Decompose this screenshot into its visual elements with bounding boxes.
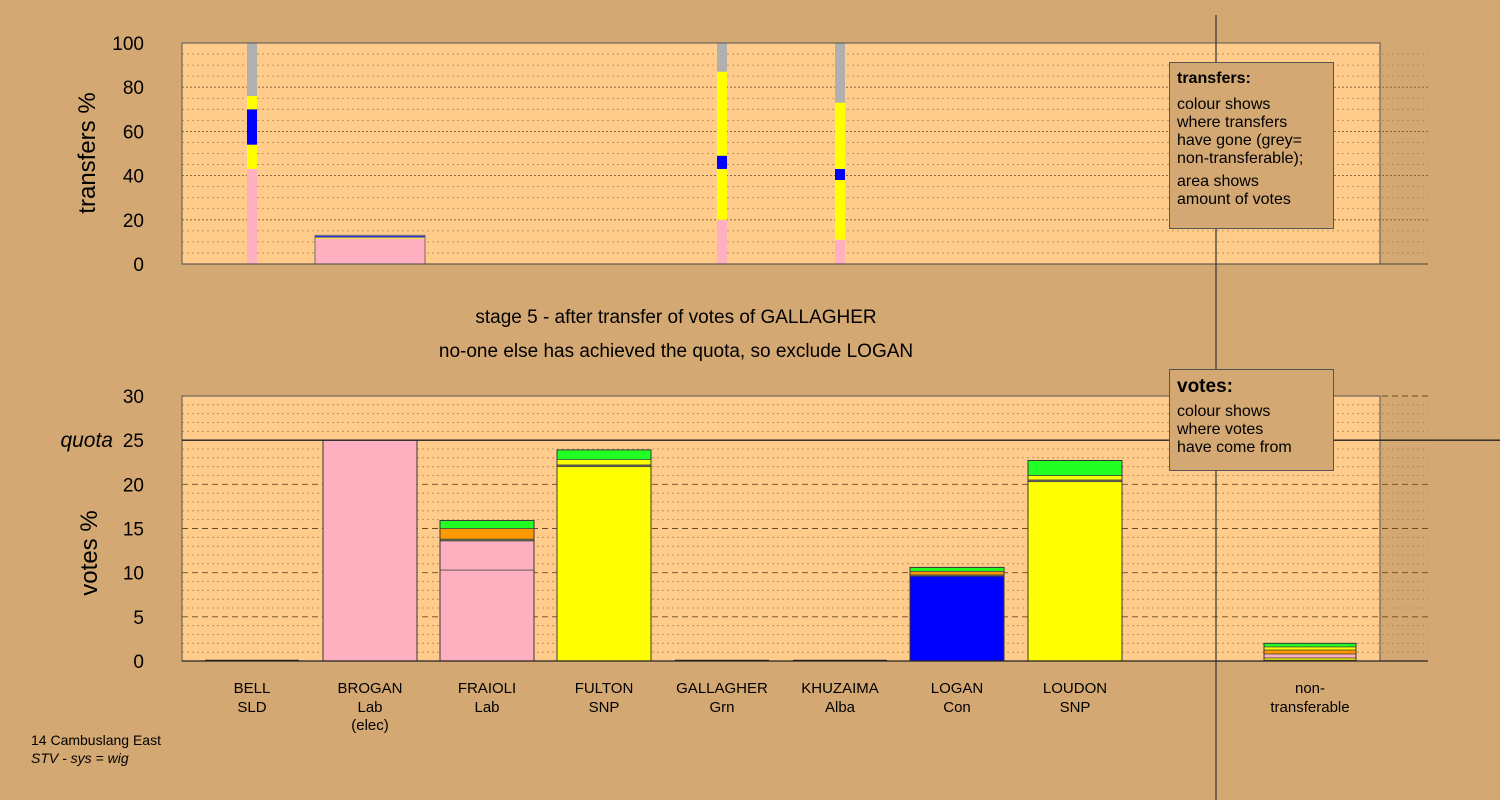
candidate-name-label: LOUDON	[1043, 680, 1107, 697]
transfers-legend-line: where transfers	[1177, 114, 1288, 131]
transfer-segment	[717, 155, 727, 169]
transfer-segment	[717, 43, 727, 72]
candidate-name-label: FULTON	[575, 680, 634, 697]
votes-legend-line: where votes	[1177, 421, 1264, 438]
votes-y-tick-label: 20	[123, 475, 144, 496]
vote-segment	[1263, 653, 1357, 659]
candidate-name-label: non-	[1295, 680, 1325, 697]
vote-segment	[909, 575, 1005, 662]
transfer-segment	[247, 144, 257, 169]
transfer-segment	[835, 43, 845, 103]
quota-label: quota	[60, 429, 113, 452]
vote-segment	[1027, 460, 1123, 476]
votes-y-axis-label: votes %	[76, 510, 103, 595]
votes-legend: votes: colour shows where votes have com…	[1169, 369, 1334, 471]
stage-title: stage 5 - after transfer of votes of GAL…	[475, 307, 876, 328]
votes-y-tick-label: 25	[123, 431, 144, 452]
vote-segment	[556, 459, 652, 466]
candidate-name-label: LOGAN	[931, 680, 984, 697]
vote-segment	[909, 567, 1005, 572]
transfers-legend: transfers: colour shows where transfers …	[1169, 62, 1334, 229]
candidate-party-label: SLD	[237, 699, 266, 716]
transfer-segment	[835, 168, 845, 181]
transfers-legend-line: colour shows	[1177, 96, 1271, 113]
votes-y-tick-label: 0	[133, 652, 144, 673]
vote-segment	[556, 466, 652, 662]
candidate-name-label: BROGAN	[337, 680, 402, 697]
vote-segment	[322, 439, 418, 662]
transfers-y-tick-label: 80	[123, 78, 144, 99]
candidate-party-label: transferable	[1270, 699, 1349, 716]
transfers-legend-line: amount of votes	[1177, 191, 1291, 208]
votes-y-tick-label: 5	[133, 608, 144, 629]
vote-segment	[1263, 649, 1357, 655]
transfer-segment	[247, 109, 257, 145]
vote-segment	[439, 528, 535, 540]
candidate-party-label: SNP	[589, 699, 620, 716]
transfer-segment	[717, 219, 727, 264]
candidate-name-label: KHUZAIMA	[801, 680, 879, 697]
vote-segment	[439, 569, 535, 662]
transfer-segment	[247, 43, 257, 97]
transfer-segment	[835, 239, 845, 264]
candidate-status-label: (elec)	[351, 717, 389, 734]
vote-segment	[909, 570, 1005, 576]
transfer-segment	[247, 96, 257, 110]
transfer-segment	[835, 102, 845, 169]
transfer-segment	[315, 236, 425, 238]
candidate-party-label: Grn	[709, 699, 734, 716]
transfer-segment	[835, 180, 845, 240]
vote-segment	[439, 540, 535, 571]
transfers-legend-line: have gone (grey=	[1177, 132, 1302, 149]
stage-subtitle: no-one else has achieved the quota, so e…	[439, 341, 913, 362]
transfers-y-tick-label: 40	[123, 167, 144, 188]
candidate-name-label: FRAIOLI	[458, 680, 516, 697]
candidate-party-label: Lab	[474, 699, 499, 716]
transfer-segment	[315, 238, 425, 264]
transfers-legend-title: transfers:	[1177, 70, 1251, 87]
candidate-name-label: GALLAGHER	[676, 680, 768, 697]
vote-segment	[556, 449, 652, 460]
candidate-party-label: Alba	[825, 699, 856, 716]
system-label: STV - sys = wig	[31, 750, 129, 766]
votes-legend-line: have come from	[1177, 439, 1292, 456]
votes-legend-title: votes:	[1177, 376, 1233, 397]
votes-y-tick-label: 15	[123, 520, 144, 541]
candidate-party-label: SNP	[1060, 699, 1091, 716]
transfers-legend-line: non-transferable);	[1177, 150, 1304, 167]
votes-legend-line: colour shows	[1177, 403, 1271, 420]
transfer-segment	[717, 168, 727, 220]
transfers-y-tick-label: 60	[123, 122, 144, 143]
transfer-segment	[717, 71, 727, 156]
candidate-party-label: Lab	[357, 699, 382, 716]
transfer-segment	[247, 168, 257, 264]
transfers-y-tick-label: 100	[112, 34, 144, 55]
votes-y-tick-label: 30	[123, 387, 144, 408]
transfers-y-tick-label: 20	[123, 211, 144, 232]
candidate-party-label: Con	[943, 699, 971, 716]
vote-segment	[439, 520, 535, 529]
transfer-segment	[315, 235, 425, 237]
transfers-y-axis-label: transfers %	[74, 92, 101, 213]
ward-label: 14 Cambuslang East	[31, 732, 161, 748]
transfers-legend-line: area shows	[1177, 173, 1259, 190]
transfer-segment	[315, 237, 425, 239]
votes-y-tick-label: 10	[123, 564, 144, 585]
transfers-y-tick-label: 0	[133, 255, 144, 276]
candidate-name-label: BELL	[234, 680, 271, 697]
vote-segment	[1263, 642, 1357, 648]
vote-segment	[1027, 475, 1123, 481]
vote-segment	[1263, 646, 1357, 651]
vote-segment	[1027, 481, 1123, 662]
